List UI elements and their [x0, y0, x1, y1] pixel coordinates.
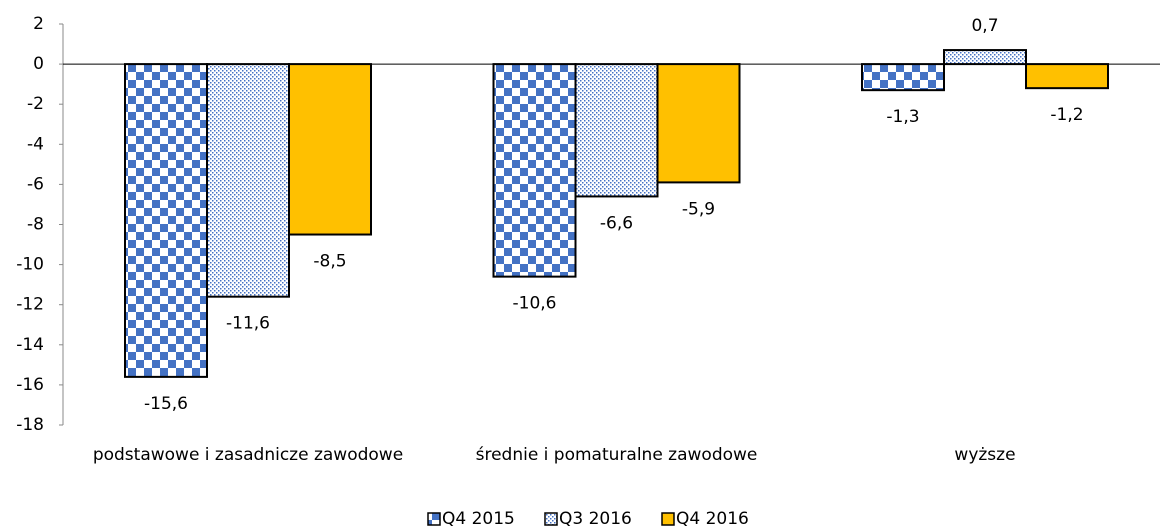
y-tick-label: -12	[16, 295, 44, 315]
bar	[656, 63, 741, 184]
y-tick-label: 2	[33, 14, 44, 34]
data-label: -10,6	[513, 294, 557, 314]
data-label: 0,7	[971, 16, 998, 36]
y-tick-label: -6	[27, 174, 44, 194]
legend-label: Q4 2016	[676, 509, 749, 529]
legend-swatch	[427, 512, 441, 526]
x-tick-label: podstawowe i zasadnicze zawodowe	[93, 445, 403, 465]
data-label: -5,9	[682, 199, 715, 219]
data-label: -6,6	[600, 213, 633, 233]
y-tick-label: -8	[27, 215, 44, 235]
y-tick-label: -4	[27, 134, 44, 154]
bar	[943, 49, 1027, 66]
y-tick-label: -10	[16, 255, 44, 275]
legend-swatch	[661, 512, 675, 526]
bar	[574, 63, 659, 198]
y-tick-label: -2	[27, 94, 44, 114]
legend-swatch	[544, 512, 558, 526]
data-label: -15,6	[144, 394, 188, 414]
legend-label: Q3 2016	[559, 509, 632, 529]
bar	[124, 63, 208, 378]
data-label: -1,2	[1050, 105, 1083, 125]
x-tick-label: wyższe	[954, 445, 1015, 465]
bar	[1025, 63, 1109, 90]
x-tick-label: średnie i pomaturalne zawodowe	[476, 445, 758, 465]
bar	[861, 63, 945, 92]
data-label: -11,6	[226, 314, 270, 334]
bar	[288, 63, 372, 236]
bar	[206, 63, 290, 298]
y-tick-label: -18	[16, 415, 44, 435]
data-label: -8,5	[313, 252, 346, 272]
y-tick-label: 0	[33, 54, 44, 74]
y-tick-label: -16	[16, 375, 44, 395]
legend-label: Q4 2015	[442, 509, 515, 529]
y-tick-label: -14	[16, 335, 44, 355]
data-label: -1,3	[886, 107, 919, 127]
bar	[492, 63, 577, 278]
